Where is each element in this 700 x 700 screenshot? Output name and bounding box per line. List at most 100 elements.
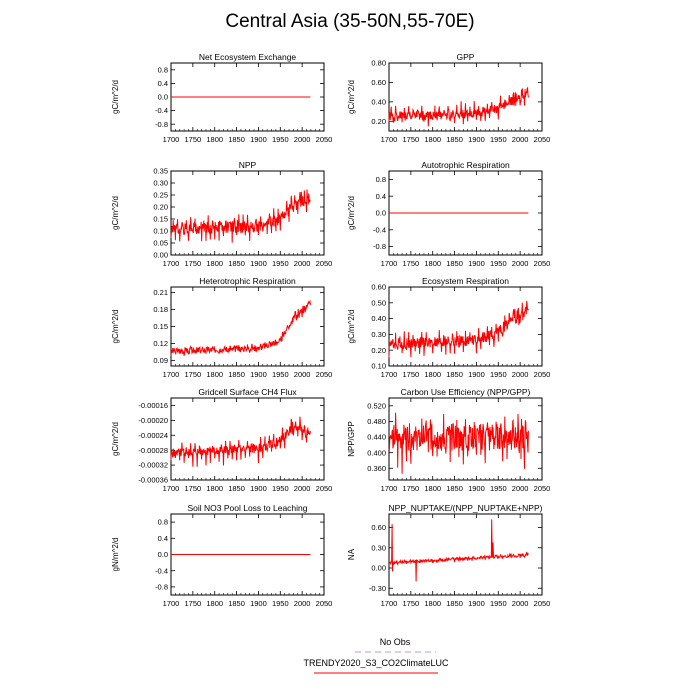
y-tick-label: 0.440 bbox=[367, 433, 386, 442]
x-tick-label: 1800 bbox=[206, 370, 223, 379]
x-tick-label: 1750 bbox=[185, 370, 202, 379]
plot-frame bbox=[388, 397, 543, 481]
x-tick-label: 1750 bbox=[185, 135, 202, 144]
x-tick-label: 1700 bbox=[163, 370, 180, 379]
x-tick-label: 2050 bbox=[316, 135, 333, 144]
panel-ch4: Gridcell Surface CH4 Flux gC/m^2/d 1700 175… bbox=[111, 387, 332, 493]
y-tick-label: 0.480 bbox=[367, 417, 386, 426]
y-tick-label: -0.00036 bbox=[138, 476, 168, 485]
y-tick-label: 0.400 bbox=[367, 448, 386, 457]
panel-nee: Net Ecosystem Exchange gC/m^2/d 1700 1750 18… bbox=[111, 52, 332, 144]
x-tick-label: 1850 bbox=[228, 259, 245, 268]
y-axis-label: gC/m^2/d bbox=[347, 310, 356, 344]
panel-er: Ecosystem Respiration gC/m^2/d 1700 1750 180… bbox=[347, 276, 550, 379]
figure-title: Central Asia (35-50N,55-70E) bbox=[225, 11, 474, 32]
y-axis-label: NPP/GPP bbox=[347, 421, 356, 457]
x-tick-label: 2000 bbox=[512, 370, 529, 379]
y-tick-label: -0.00016 bbox=[138, 401, 168, 410]
y-tick-label: 0.60 bbox=[371, 523, 386, 532]
x-tick-label: 2050 bbox=[316, 484, 333, 493]
x-tick-label: 1900 bbox=[468, 599, 485, 608]
x-tick-label: 2050 bbox=[316, 370, 333, 379]
y-tick-label: 0.00 bbox=[371, 564, 386, 573]
panel-npp: NPP gC/m^2/d 1700 1750 1800 1850 1900 1950 2000 2… bbox=[111, 160, 332, 268]
x-tick-label: 1750 bbox=[403, 135, 420, 144]
plot-frame bbox=[170, 170, 325, 256]
x-tick-label: 1900 bbox=[468, 135, 485, 144]
y-tick-label: 0.60 bbox=[371, 283, 386, 292]
y-tick-label: 0.21 bbox=[153, 288, 168, 297]
x-tick-label: 1850 bbox=[228, 135, 245, 144]
x-tick-label: 1900 bbox=[250, 484, 267, 493]
y-tick-label: -0.4 bbox=[373, 225, 386, 234]
y-axis-label: gC/m^2/d bbox=[347, 80, 356, 114]
x-tick-label: 1750 bbox=[185, 484, 202, 493]
x-tick-label: 1800 bbox=[206, 484, 223, 493]
panel-title: Carbon Use Efficiency (NPP/GPP) bbox=[401, 387, 531, 397]
y-tick-label: 0.60 bbox=[371, 78, 386, 87]
panel-title: NPP bbox=[239, 160, 257, 170]
panel-cue: Carbon Use Efficiency (NPP/GPP) NPP/GPP 17… bbox=[347, 387, 550, 493]
y-tick-label: 0.30 bbox=[153, 179, 168, 188]
y-axis-label: gC/m^2/d bbox=[111, 196, 120, 230]
legend-obs-label: No Obs bbox=[380, 637, 411, 647]
y-tick-label: 0.12 bbox=[153, 339, 168, 348]
x-tick-label: 2000 bbox=[294, 484, 311, 493]
y-tick-label: 0.50 bbox=[371, 298, 386, 307]
y-tick-label: -0.8 bbox=[155, 120, 168, 129]
y-tick-label: -0.8 bbox=[155, 583, 168, 592]
x-tick-label: 1700 bbox=[163, 135, 180, 144]
x-tick-label: 1800 bbox=[206, 135, 223, 144]
plot-frame bbox=[388, 513, 543, 596]
x-tick-label: 1700 bbox=[381, 370, 398, 379]
x-tick-label: 1700 bbox=[381, 484, 398, 493]
y-tick-label: 0.4 bbox=[158, 534, 168, 543]
y-tick-label: 0.40 bbox=[371, 97, 386, 106]
x-tick-label: 1900 bbox=[468, 259, 485, 268]
y-tick-label: 0.8 bbox=[158, 65, 168, 74]
x-tick-label: 1850 bbox=[446, 370, 463, 379]
x-tick-label: 1900 bbox=[250, 259, 267, 268]
x-tick-label: 2000 bbox=[512, 135, 529, 144]
x-tick-label: 1800 bbox=[424, 135, 441, 144]
x-tick-label: 1750 bbox=[403, 484, 420, 493]
x-tick-label: 1950 bbox=[272, 484, 289, 493]
x-tick-label: 2050 bbox=[534, 370, 551, 379]
y-tick-label: 0.10 bbox=[153, 227, 168, 236]
plot-frame bbox=[170, 286, 325, 367]
series-line bbox=[388, 412, 529, 474]
y-tick-label: 0.10 bbox=[371, 362, 386, 371]
series-line bbox=[170, 416, 311, 467]
x-tick-label: 1900 bbox=[250, 370, 267, 379]
y-tick-label: 0.80 bbox=[371, 59, 386, 68]
y-tick-label: -0.4 bbox=[155, 106, 168, 115]
panel-title: NPP_NUPTAKE/(NPP_NUPTAKE+NPP) bbox=[389, 503, 543, 513]
x-tick-label: 1700 bbox=[381, 259, 398, 268]
x-tick-label: 1950 bbox=[272, 135, 289, 144]
y-tick-label: 0.360 bbox=[367, 464, 386, 473]
x-tick-label: 1700 bbox=[381, 135, 398, 144]
x-tick-label: 1700 bbox=[163, 259, 180, 268]
y-tick-label: -0.00032 bbox=[138, 461, 168, 470]
x-tick-label: 1850 bbox=[228, 370, 245, 379]
y-tick-label: 0.20 bbox=[153, 203, 168, 212]
y-tick-label: 0.20 bbox=[371, 117, 386, 126]
y-tick-label: 0.18 bbox=[153, 305, 168, 314]
x-tick-label: 1900 bbox=[250, 599, 267, 608]
x-tick-label: 1800 bbox=[206, 599, 223, 608]
x-tick-label: 2000 bbox=[294, 259, 311, 268]
y-tick-label: -0.00020 bbox=[138, 416, 168, 425]
panel-ar: Autotrophic Respiration gC/m^2/d 1700 1750 1… bbox=[347, 160, 550, 268]
x-tick-label: 1700 bbox=[163, 484, 180, 493]
y-tick-label: 0.09 bbox=[153, 356, 168, 365]
x-tick-label: 1950 bbox=[272, 259, 289, 268]
panel-hr: Heterotrophic Respiration gC/m^2/d 1700 175… bbox=[111, 276, 332, 379]
panel-title: Soil NO3 Pool Loss to Leaching bbox=[187, 503, 307, 513]
panel-title: Heterotrophic Respiration bbox=[199, 276, 296, 286]
x-tick-label: 2050 bbox=[534, 484, 551, 493]
x-tick-label: 1850 bbox=[228, 484, 245, 493]
x-tick-label: 2050 bbox=[316, 599, 333, 608]
panel-nuptake: NPP_NUPTAKE/(NPP_NUPTAKE+NPP) NA 1700 1750 1… bbox=[347, 503, 550, 608]
x-tick-label: 1950 bbox=[490, 484, 507, 493]
